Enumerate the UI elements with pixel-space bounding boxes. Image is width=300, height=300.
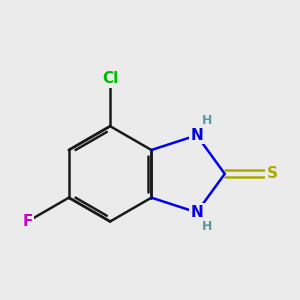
Text: S: S (267, 166, 278, 181)
Text: N: N (190, 205, 203, 220)
Text: H: H (202, 115, 212, 128)
Text: H: H (202, 220, 212, 233)
Text: N: N (190, 128, 203, 143)
Text: F: F (22, 214, 33, 229)
Text: Cl: Cl (102, 71, 118, 86)
